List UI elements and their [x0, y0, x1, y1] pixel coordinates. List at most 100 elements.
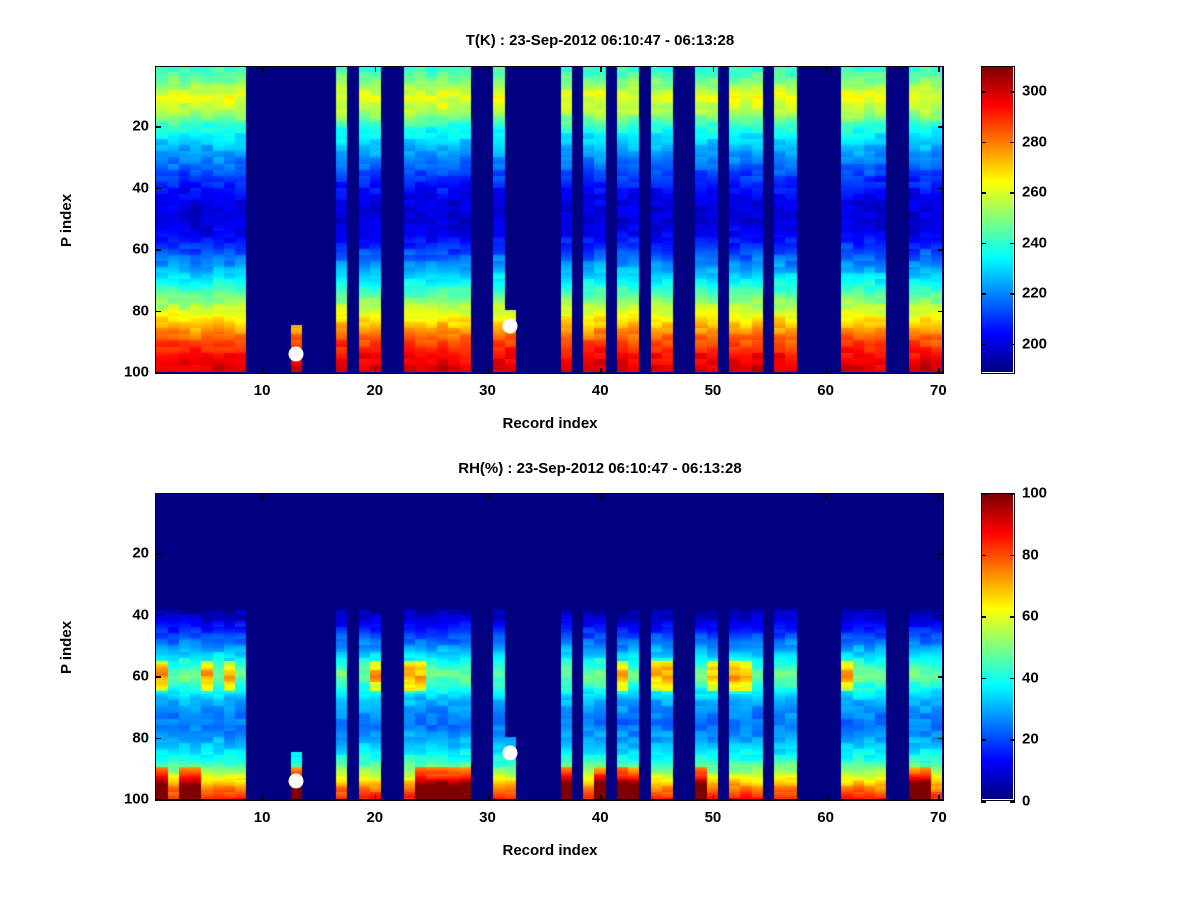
record-marker-dot — [289, 774, 303, 788]
x-tick-mark — [938, 795, 940, 801]
colorbar-tick-label: 0 — [1022, 792, 1031, 810]
x-tick-label: 30 — [479, 809, 496, 826]
x-tick-mark — [712, 795, 715, 801]
colorbar-tick-label: 20 — [1022, 730, 1039, 748]
y-tick-label: 100 — [123, 363, 149, 381]
record-marker-dot — [289, 347, 303, 361]
colorbar-tick-mark — [1010, 192, 1015, 194]
y-tick-mark — [938, 799, 944, 801]
x-tick-mark — [262, 66, 264, 72]
y-tick-mark — [155, 249, 161, 251]
y-tick-label: 20 — [132, 117, 149, 135]
colorbar-tick-mark — [1010, 554, 1015, 557]
colorbar-tick-mark — [1010, 91, 1015, 93]
y-tick-label: 40 — [132, 179, 149, 197]
x-tick-mark — [600, 368, 602, 374]
y-tick-mark — [938, 310, 944, 313]
y-tick-label: 20 — [132, 544, 149, 562]
x-tick-mark — [712, 66, 715, 72]
x-tick-mark — [487, 795, 489, 801]
x-tick-label: 60 — [817, 809, 834, 826]
colorbar-tick-mark — [981, 801, 986, 803]
y-tick-mark — [938, 737, 944, 740]
colorbar-tick-mark — [1010, 801, 1015, 803]
x-tick-mark — [825, 368, 828, 374]
x-tick-mark — [374, 795, 377, 801]
record-marker-dot — [503, 319, 517, 333]
colorbar-tick-mark — [981, 739, 986, 741]
y-tick-mark — [155, 553, 161, 555]
y-tick-mark — [938, 249, 944, 251]
x-tick-mark — [374, 368, 377, 374]
x-tick-label: 20 — [366, 382, 384, 399]
humidity-title: RH(%) : 23-Sep-2012 06:10:47 - 06:13:28 — [458, 460, 742, 477]
y-tick-mark — [155, 676, 161, 678]
y-tick-label: 100 — [123, 790, 149, 808]
colorbar-tick-mark — [981, 293, 986, 295]
y-tick-mark — [155, 799, 161, 801]
y-tick-label: 80 — [132, 302, 149, 320]
colorbar-tick-mark — [981, 141, 986, 144]
temperature-xlabel: Record index — [502, 415, 598, 432]
y-tick-mark — [155, 737, 161, 740]
x-tick-mark — [600, 493, 602, 499]
colorbar-tick-mark — [1010, 616, 1015, 618]
colorbar-tick-mark — [1010, 677, 1015, 680]
y-tick-mark — [938, 676, 944, 678]
x-tick-label: 70 — [930, 809, 947, 826]
x-tick-label: 60 — [817, 382, 834, 399]
colorbar-tick-mark — [981, 493, 986, 495]
colorbar-tick-mark — [1010, 493, 1015, 495]
x-tick-mark — [262, 795, 264, 801]
x-tick-mark — [262, 493, 264, 499]
x-tick-mark — [825, 795, 828, 801]
x-tick-mark — [825, 66, 828, 72]
colorbar-tick-mark — [1010, 242, 1015, 245]
x-tick-mark — [938, 368, 940, 374]
panel-temperature: T(K) : 23-Sep-2012 06:10:47 - 06:13:28 1… — [58, 32, 1048, 432]
x-tick-label: 40 — [591, 382, 609, 399]
colorbar-tick-mark — [1010, 343, 1015, 346]
humidity-xlabel: Record index — [502, 842, 598, 859]
x-tick-label: 10 — [253, 809, 271, 826]
x-tick-mark — [712, 368, 715, 374]
y-tick-mark — [938, 372, 944, 374]
y-tick-mark — [155, 187, 161, 190]
colorbar-tick-mark — [1010, 739, 1015, 741]
colorbar-tick-mark — [981, 192, 986, 194]
y-tick-mark — [938, 126, 944, 128]
temperature-title: T(K) : 23-Sep-2012 06:10:47 - 06:13:28 — [465, 32, 735, 49]
x-tick-mark — [938, 493, 940, 499]
temperature-heatmap-axes — [155, 66, 944, 374]
colorbar-tick-mark — [981, 91, 986, 93]
y-tick-mark — [938, 553, 944, 555]
colorbar-tick-label: 100 — [1022, 484, 1048, 502]
x-tick-mark — [487, 368, 489, 374]
colorbar-tick-mark — [981, 343, 986, 346]
x-tick-label: 50 — [704, 809, 722, 826]
x-tick-label: 50 — [704, 382, 722, 399]
colorbar-tick-label: 40 — [1022, 669, 1039, 687]
y-tick-mark — [155, 614, 161, 617]
y-tick-mark — [155, 372, 161, 374]
x-tick-mark — [600, 795, 602, 801]
colorbar-tick-label: 280 — [1022, 133, 1048, 151]
y-tick-label: 40 — [132, 606, 149, 624]
x-tick-mark — [600, 66, 602, 72]
x-tick-label: 10 — [253, 382, 271, 399]
temperature-ylabel: P index — [58, 193, 76, 248]
colorbar-tick-mark — [1010, 293, 1015, 295]
temperature-colorbar — [981, 66, 1015, 374]
x-tick-mark — [374, 493, 377, 499]
x-tick-mark — [374, 66, 377, 72]
x-tick-mark — [487, 66, 489, 72]
colorbar-tick-label: 300 — [1022, 82, 1048, 100]
y-tick-mark — [155, 126, 161, 128]
y-tick-label: 60 — [132, 667, 149, 685]
y-tick-label: 80 — [132, 729, 149, 747]
colorbar-tick-label: 240 — [1022, 234, 1048, 252]
y-tick-mark — [155, 310, 161, 313]
colorbar-tick-label: 260 — [1022, 183, 1048, 201]
colorbar-tick-mark — [981, 242, 986, 245]
